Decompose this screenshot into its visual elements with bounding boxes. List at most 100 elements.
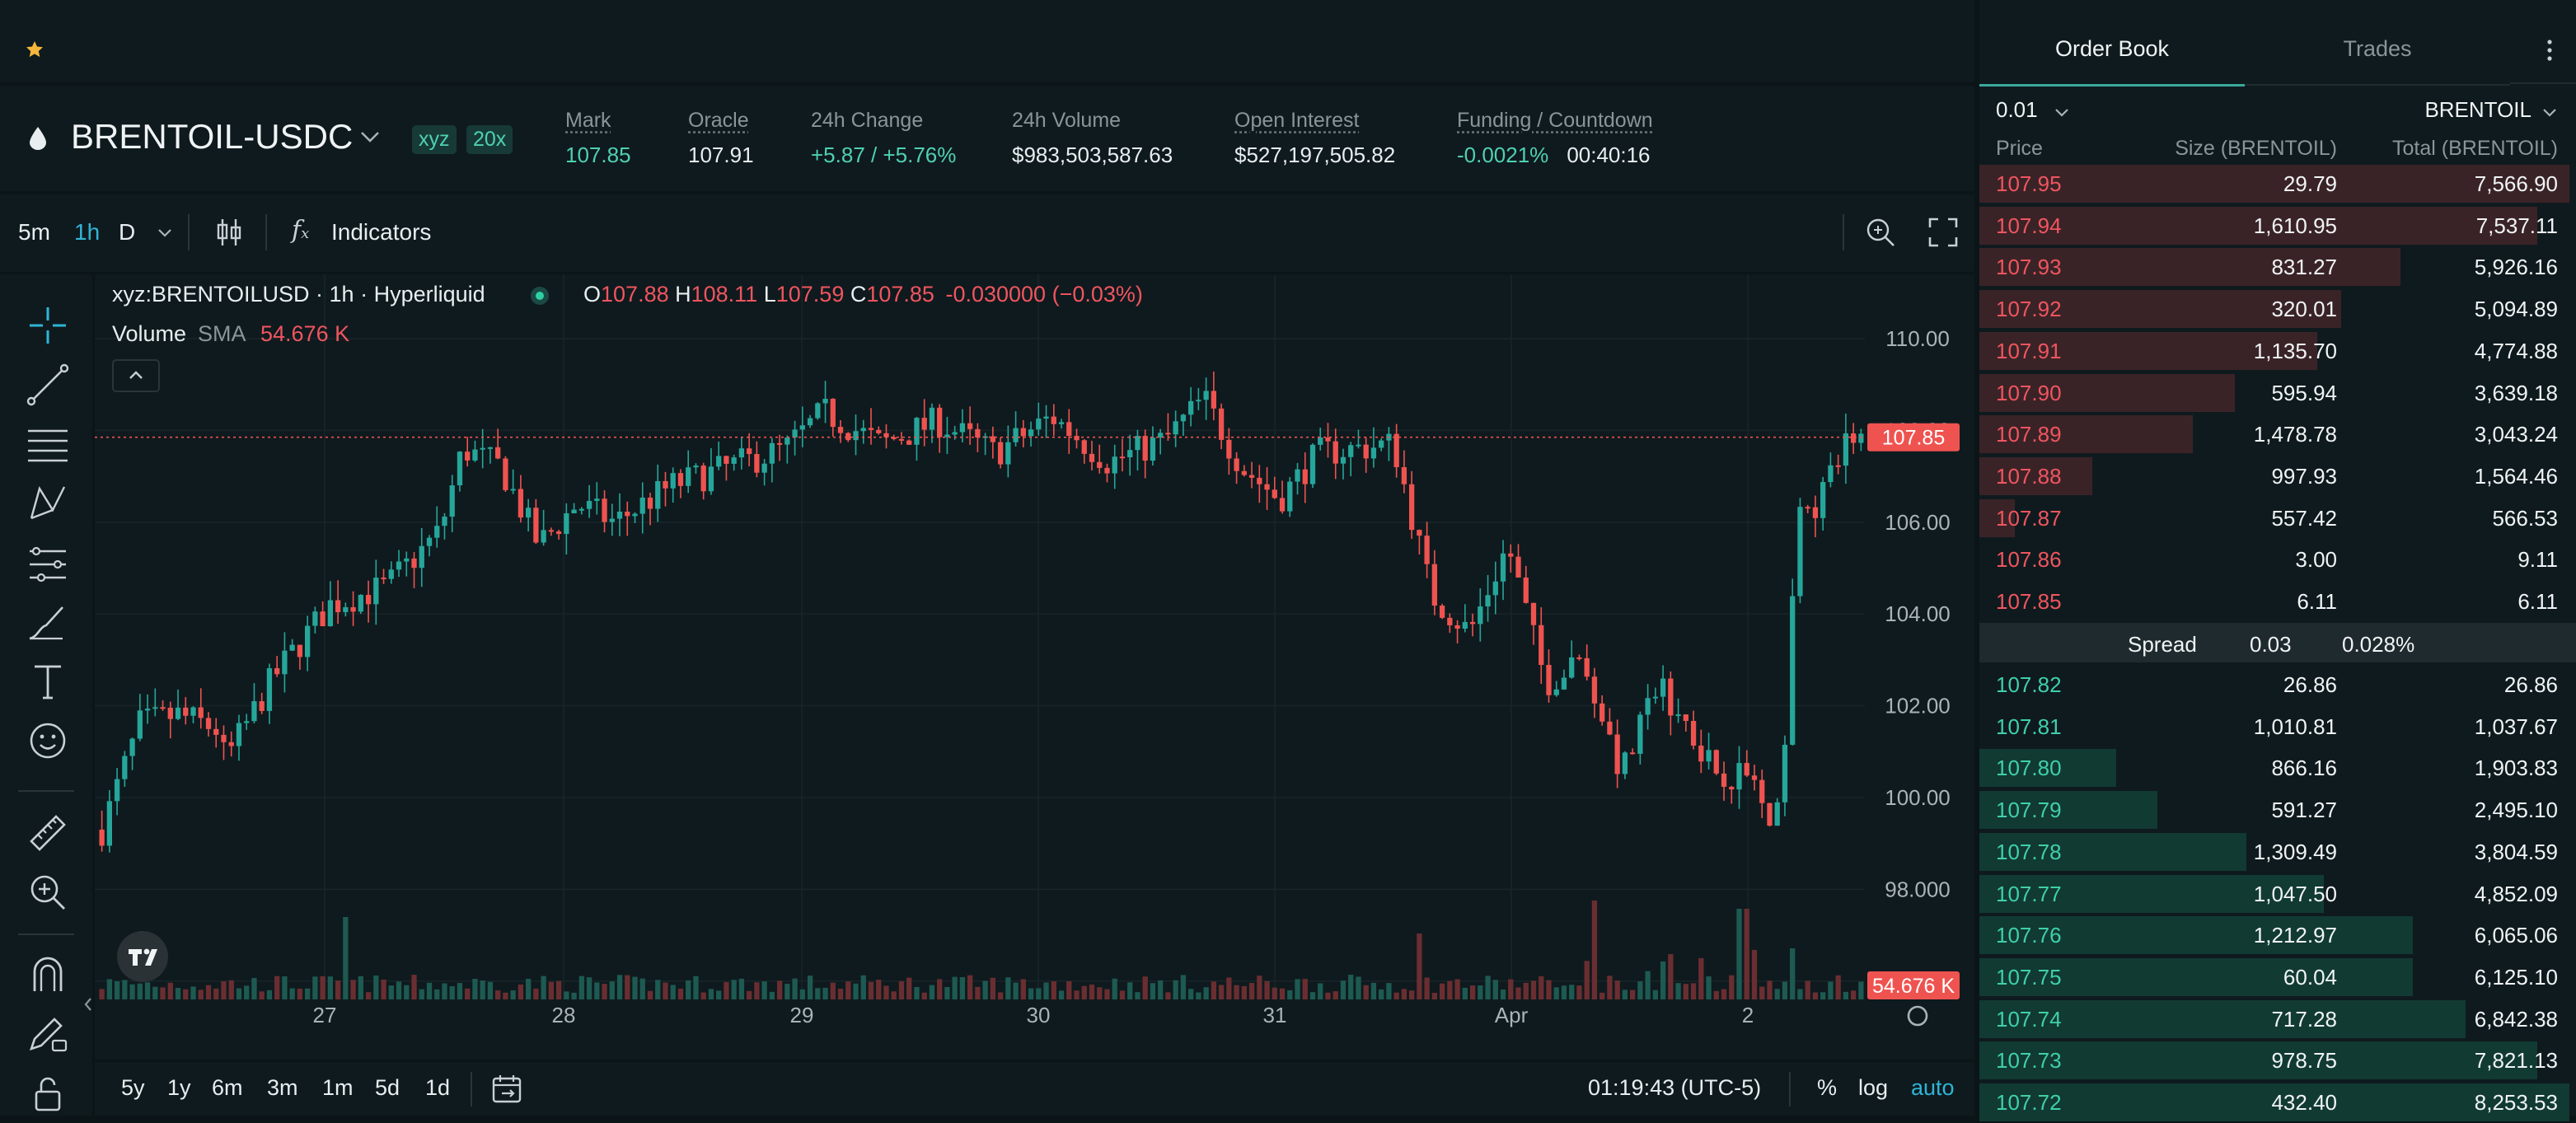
candle-body xyxy=(625,511,630,517)
volume-bar xyxy=(1744,909,1749,999)
row-total: 566.53 xyxy=(2492,505,2558,531)
ask-row[interactable]: 107.89 1,478.78 3,043.24 xyxy=(1979,414,2576,455)
ask-row[interactable]: 107.92 320.01 5,094.89 xyxy=(1979,288,2576,330)
ask-row[interactable]: 107.94 1,610.95 7,537.11 xyxy=(1979,205,2576,246)
bid-row[interactable]: 107.82 26.86 26.86 xyxy=(1979,664,2576,705)
horizontal-lines-icon[interactable] xyxy=(25,421,71,467)
bid-row[interactable]: 107.77 1,047.50 4,852.09 xyxy=(1979,873,2576,915)
range-1m[interactable]: 1m xyxy=(322,1075,354,1100)
ask-row[interactable]: 107.87 557.42 566.53 xyxy=(1979,498,2576,539)
text-icon[interactable] xyxy=(25,658,71,704)
volume-label: 24h Volume xyxy=(1012,109,1122,132)
range-1d[interactable]: 1d xyxy=(425,1075,451,1100)
percent-scale-toggle[interactable]: % xyxy=(1817,1075,1838,1100)
interval-5m[interactable]: 5m xyxy=(18,219,50,245)
ask-row[interactable]: 107.95 29.79 7,566.90 xyxy=(1979,163,2576,204)
calendar-goto-icon[interactable] xyxy=(490,1074,523,1105)
tab-trades[interactable]: Trades xyxy=(2245,16,2510,86)
row-size: 866.16 xyxy=(2271,756,2337,781)
symbol-selector[interactable]: BRENTOIL-USDC xyxy=(71,117,379,160)
more-vertical-icon[interactable] xyxy=(2540,36,2560,64)
bid-row[interactable]: 107.74 717.28 6,842.38 xyxy=(1979,999,2576,1040)
zoom-search-icon[interactable] xyxy=(1864,216,1897,249)
candle-body xyxy=(244,721,250,723)
volume-bar xyxy=(822,987,828,999)
volume-bar xyxy=(487,981,494,999)
log-scale-toggle[interactable]: log xyxy=(1858,1075,1889,1100)
row-price: 107.80 xyxy=(1996,756,2062,781)
volume-bar xyxy=(190,986,196,999)
candle-body xyxy=(129,738,135,756)
bid-row[interactable]: 107.72 432.40 8,253.53 xyxy=(1979,1082,2576,1123)
prediction-icon[interactable] xyxy=(25,540,71,586)
clock[interactable]: 01:19:43 (UTC-5) xyxy=(1588,1075,1762,1100)
chevron-down-icon[interactable] xyxy=(157,227,173,239)
ask-row[interactable]: 107.90 595.94 3,639.18 xyxy=(1979,372,2576,414)
bid-row[interactable]: 107.80 866.16 1,903.83 xyxy=(1979,747,2576,788)
candles-icon[interactable] xyxy=(213,216,246,249)
zoom-in-icon[interactable] xyxy=(25,869,71,915)
bid-row[interactable]: 107.79 591.27 2,495.10 xyxy=(1979,789,2576,831)
unit-select[interactable]: BRENTOIL xyxy=(2416,97,2564,130)
emoji-icon[interactable] xyxy=(25,718,71,764)
scroll-left-icon[interactable] xyxy=(82,995,94,1013)
candle-body xyxy=(1553,689,1559,695)
candle-body xyxy=(1408,484,1415,531)
collapse-legend-button[interactable] xyxy=(112,359,160,392)
tab-order-book[interactable]: Order Book xyxy=(1979,16,2245,87)
volume-bar xyxy=(1561,985,1567,999)
chevron-down-icon xyxy=(361,132,379,143)
candle-body xyxy=(1576,657,1582,659)
settings-icon[interactable] xyxy=(1907,1005,1928,1027)
low-value: 107.59 xyxy=(775,282,845,306)
ask-row[interactable]: 107.86 3.00 9.11 xyxy=(1979,539,2576,580)
volume-bar xyxy=(1279,988,1286,999)
ask-row[interactable]: 107.85 6.11 6.11 xyxy=(1979,581,2576,622)
crosshair-icon[interactable] xyxy=(25,302,71,349)
interval-d[interactable]: D xyxy=(119,219,136,245)
range-5y[interactable]: 5y xyxy=(121,1075,145,1100)
volume-bar xyxy=(1767,980,1773,999)
pattern-icon[interactable] xyxy=(25,480,71,526)
lock-icon[interactable] xyxy=(25,1070,71,1116)
ask-row[interactable]: 107.91 1,135.70 4,774.88 xyxy=(1979,330,2576,372)
divider xyxy=(1843,214,1844,250)
high-label: H xyxy=(675,282,691,306)
range-5d[interactable]: 5d xyxy=(375,1075,400,1100)
unit-value: BRENTOIL xyxy=(2424,97,2532,122)
tick-size-select[interactable]: 0.01 xyxy=(1996,97,2087,130)
candle-body xyxy=(639,497,645,514)
ask-row[interactable]: 107.88 997.93 1,564.46 xyxy=(1979,456,2576,497)
magnet-icon[interactable] xyxy=(25,952,71,998)
tradingview-logo[interactable] xyxy=(117,931,168,982)
trend-line-icon[interactable] xyxy=(25,362,71,408)
brush-icon[interactable] xyxy=(25,599,71,645)
ask-row[interactable]: 107.93 831.27 5,926.16 xyxy=(1979,246,2576,288)
candle-body xyxy=(1797,507,1803,597)
bid-row[interactable]: 107.75 60.04 6,125.10 xyxy=(1979,957,2576,998)
candle-body xyxy=(959,423,966,433)
volume-bar xyxy=(1295,979,1300,999)
interval-1h[interactable]: 1h xyxy=(74,219,101,245)
candle-body xyxy=(1119,456,1126,459)
range-6m[interactable]: 6m xyxy=(212,1075,243,1100)
candle-body xyxy=(160,707,166,709)
tv-logo-icon xyxy=(129,948,157,966)
candle-body xyxy=(495,447,501,459)
volume-bar xyxy=(1005,977,1011,999)
bid-row[interactable]: 107.73 978.75 7,821.13 xyxy=(1979,1040,2576,1081)
volume-bar xyxy=(1508,979,1514,999)
fullscreen-icon[interactable] xyxy=(1928,218,1958,247)
range-3m[interactable]: 3m xyxy=(267,1075,298,1100)
funding-stat: Funding / Countdown -0.0021% 00:40:16 xyxy=(1457,109,1653,168)
candle-body xyxy=(815,403,821,419)
bid-row[interactable]: 107.76 1,212.97 6,065.06 xyxy=(1979,915,2576,956)
bid-row[interactable]: 107.81 1,010.81 1,037.67 xyxy=(1979,706,2576,747)
star-icon[interactable] xyxy=(25,40,44,59)
range-1y[interactable]: 1y xyxy=(167,1075,191,1100)
ruler-icon[interactable] xyxy=(25,810,71,856)
bid-row[interactable]: 107.78 1,309.49 3,804.59 xyxy=(1979,831,2576,873)
auto-scale-toggle[interactable]: auto xyxy=(1911,1075,1955,1100)
price-chart[interactable]: 110.00108.00106.00104.00102.00100.0098.0… xyxy=(95,274,1974,1036)
pencil-lock-icon[interactable] xyxy=(25,1011,71,1057)
